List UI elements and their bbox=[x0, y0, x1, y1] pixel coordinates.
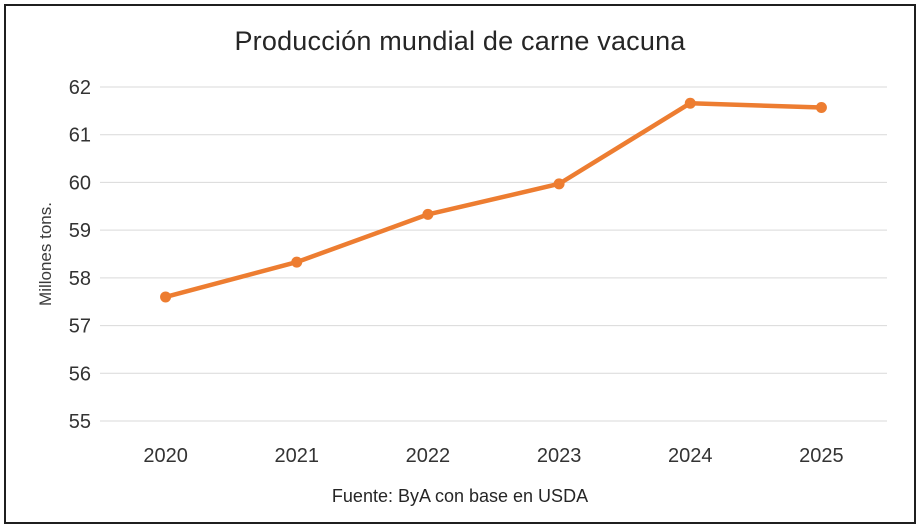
y-tick-label: 55 bbox=[69, 411, 91, 433]
y-tick-label: 61 bbox=[69, 125, 91, 147]
y-tick-label: 57 bbox=[69, 316, 91, 338]
x-tick-label: 2022 bbox=[406, 445, 451, 467]
x-tick-label: 2023 bbox=[537, 445, 582, 467]
data-point-marker bbox=[422, 208, 434, 220]
x-tick-label: 2021 bbox=[275, 445, 320, 467]
x-tick-label: 2025 bbox=[799, 445, 844, 467]
x-tick-label: 2020 bbox=[143, 445, 188, 467]
chart-border-frame bbox=[4, 4, 916, 524]
source-caption: Fuente: ByA con base en USDA bbox=[331, 486, 589, 506]
data-point-marker bbox=[684, 97, 696, 109]
data-series-line bbox=[163, 100, 824, 300]
data-point-marker bbox=[815, 102, 827, 114]
y-tick-label: 59 bbox=[69, 220, 91, 242]
chart-title: Producción mundial de carne vacuna bbox=[234, 26, 686, 56]
data-point-marker bbox=[553, 178, 565, 190]
y-tick-label: 58 bbox=[69, 268, 91, 290]
y-tick-label: 62 bbox=[69, 77, 91, 99]
data-point-marker bbox=[291, 256, 303, 268]
y-tick-label: 56 bbox=[69, 363, 91, 385]
y-tick-label: 60 bbox=[69, 172, 91, 194]
x-tick-label: 2024 bbox=[668, 445, 713, 467]
data-point-marker bbox=[160, 291, 172, 303]
